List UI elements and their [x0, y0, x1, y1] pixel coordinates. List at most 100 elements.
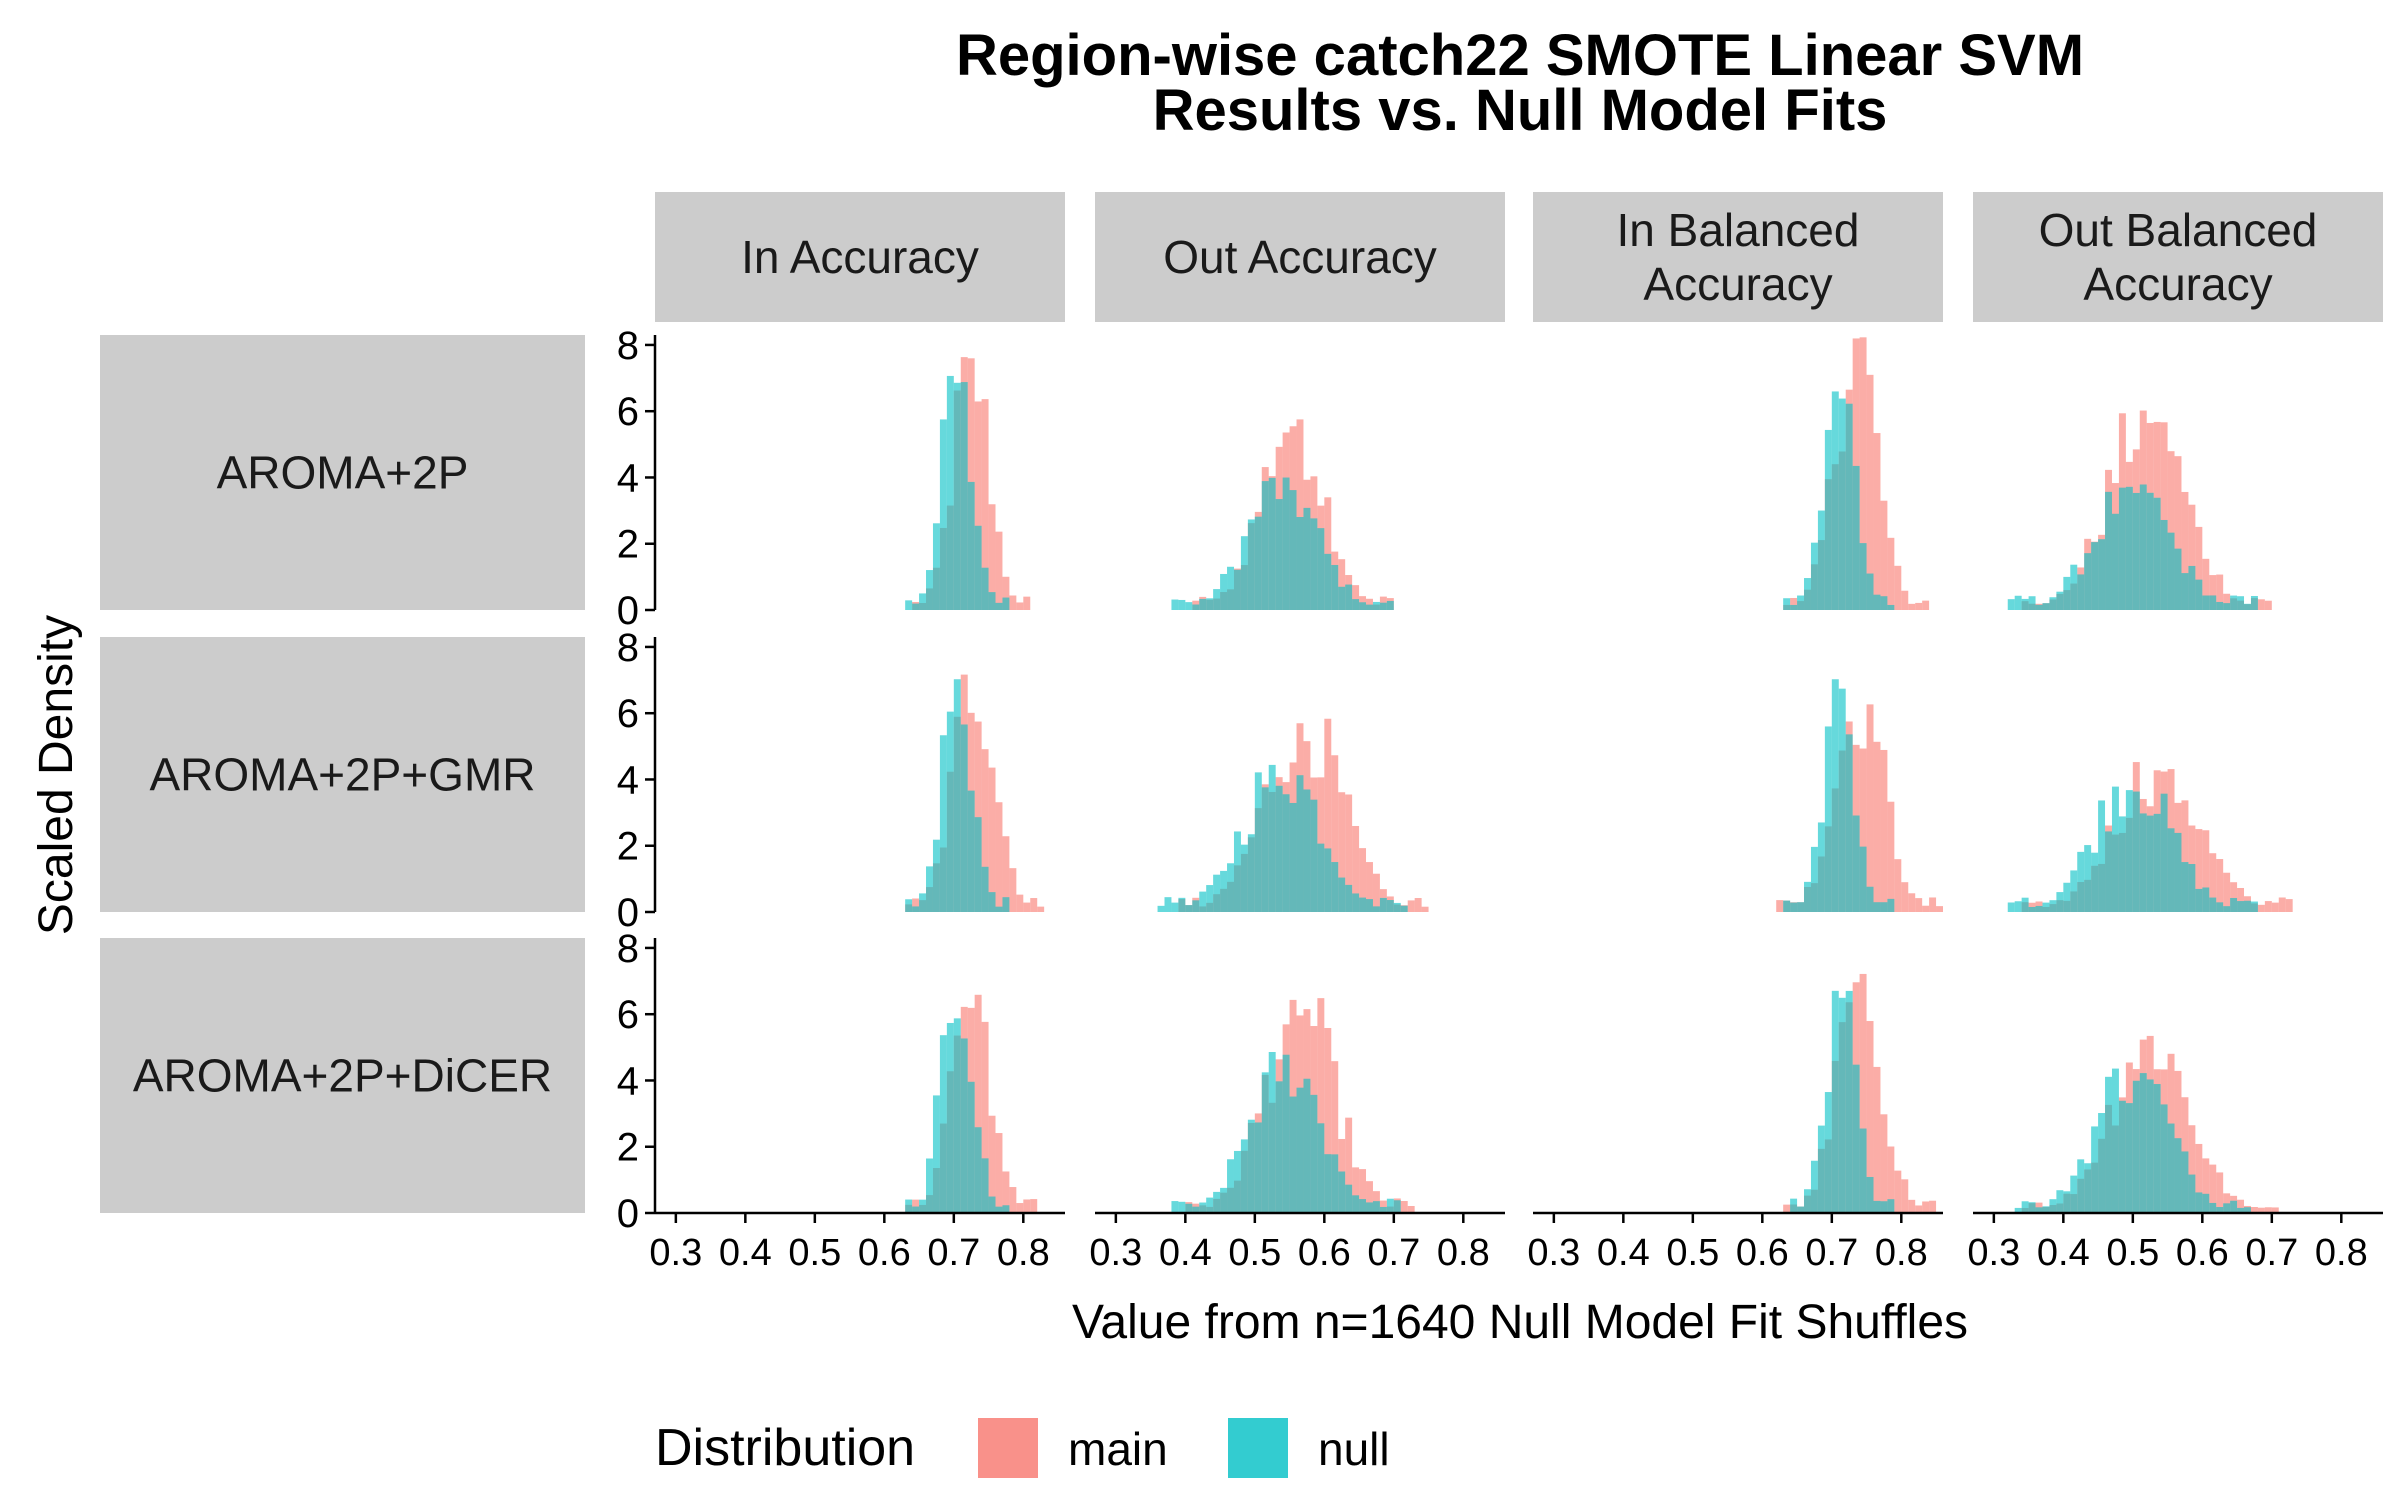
y-tick-label: 4 [617, 1059, 639, 1103]
bar-null [1845, 403, 1853, 610]
bar-main [988, 1115, 996, 1213]
bar-null [2125, 1103, 2133, 1213]
bar-null [1790, 1198, 1798, 1213]
panel-r3-c1 [905, 994, 1038, 1213]
bar-null [1331, 564, 1339, 610]
bar-main [1372, 873, 1380, 912]
bar-null [1873, 1200, 1881, 1213]
bar-null [1810, 1160, 1818, 1213]
x-tick-label: 0.5 [1666, 1232, 1719, 1274]
x-tick-label: 0.7 [1367, 1232, 1420, 1274]
bar-null [2160, 1104, 2168, 1213]
bar-null [1220, 1187, 1228, 1213]
bar-main [995, 531, 1003, 610]
bar-main [1023, 1199, 1031, 1213]
bar-null [2139, 1073, 2147, 1213]
bar-null [2063, 1191, 2071, 1213]
column-label: In Accuracy [741, 231, 979, 283]
bar-null [2084, 553, 2092, 610]
bar-main [2202, 1158, 2210, 1213]
bar-null [953, 1018, 961, 1213]
bar-null [2188, 565, 2196, 610]
bar-null [2049, 900, 2057, 912]
bar-main [974, 401, 982, 610]
bar-null [2195, 579, 2203, 610]
bar-null [2188, 864, 2196, 912]
bar-main [2202, 558, 2210, 610]
bar-null [1859, 846, 1867, 912]
bar-null [2237, 901, 2245, 912]
bar-main [1352, 825, 1360, 912]
bar-null [1817, 510, 1825, 610]
bar-null [2077, 851, 2085, 912]
legend-item-main: main [978, 1418, 1168, 1478]
title-line-2: Results vs. Null Model Fits [1153, 78, 1888, 143]
bar-null [1386, 900, 1394, 912]
bar-null [1797, 595, 1805, 610]
bar-main [2209, 575, 2217, 610]
bar-null [2111, 513, 2119, 610]
bar-null [1797, 1206, 1805, 1213]
bar-null [1002, 597, 1010, 610]
bar-null [1338, 586, 1346, 610]
bar-null [1338, 1171, 1346, 1213]
bar-main [1009, 1187, 1017, 1213]
bar-null [1303, 507, 1311, 610]
legend-swatch [978, 1418, 1038, 1478]
bar-main [2264, 600, 2272, 610]
bar-null [1880, 902, 1888, 912]
bar-null [967, 481, 975, 610]
x-tick-label: 0.6 [1298, 1232, 1351, 1274]
bar-main [1866, 704, 1874, 912]
bar-null [1002, 1205, 1010, 1213]
bar-main [1366, 1181, 1373, 1213]
bar-null [2181, 862, 2189, 912]
bar-null [1359, 602, 1367, 610]
bar-null [912, 1206, 920, 1213]
bar-null [1261, 787, 1269, 912]
bar-main [1359, 848, 1367, 912]
bar-null [1199, 891, 1207, 912]
bar-main [1901, 1179, 1909, 1213]
bar-null [2250, 901, 2258, 912]
legend-label: main [1068, 1423, 1168, 1475]
bar-null [1240, 844, 1248, 912]
bar-null [2084, 845, 2092, 912]
bar-null [1157, 905, 1165, 912]
bar-main [1016, 894, 1024, 912]
bar-main [1922, 905, 1930, 912]
bar-null [1227, 1159, 1234, 1213]
bar-null [1227, 863, 1234, 912]
bar-null [1386, 600, 1394, 610]
bar-main [1873, 433, 1881, 610]
bar-null [2125, 486, 2133, 610]
y-tick-label: 2 [617, 1126, 639, 1170]
row-strip-3: AROMA+2P+DiCER [100, 938, 585, 1213]
bar-null [2118, 816, 2126, 912]
column-label: Accuracy [2083, 258, 2272, 310]
bar-main [912, 1199, 920, 1213]
bar-null [2105, 1076, 2112, 1213]
bar-null [1859, 543, 1867, 610]
bar-null [2209, 595, 2217, 610]
bar-main [1366, 598, 1373, 610]
bar-null [2237, 1207, 2245, 1213]
bar-null [2084, 1163, 2092, 1213]
bar-null [2132, 791, 2140, 912]
bar-main [1783, 1204, 1791, 1213]
panel-r2-c1 [905, 674, 1045, 912]
bar-null [2035, 604, 2043, 610]
bar-main [1016, 602, 1024, 610]
bar-null [1192, 604, 1200, 610]
bar-main [2195, 829, 2203, 912]
bar-main [2216, 1172, 2224, 1213]
bar-null [1178, 897, 1186, 912]
bar-null [2098, 800, 2106, 912]
x-tick-label: 0.5 [1228, 1232, 1281, 1274]
bar-null [2091, 1126, 2099, 1213]
bar-null [2146, 492, 2154, 610]
bar-main [1345, 794, 1353, 912]
bar-null [1790, 604, 1798, 610]
x-tick-label: 0.5 [788, 1232, 841, 1274]
bar-null [1859, 1128, 1867, 1213]
